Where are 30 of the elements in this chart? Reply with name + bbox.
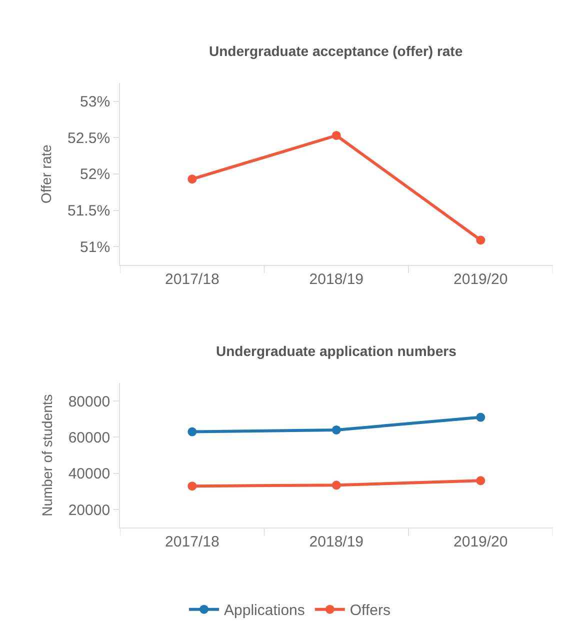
y-tick-label: 51% xyxy=(80,238,110,256)
x-tick-label: 2017/18 xyxy=(165,270,220,288)
y-tick-label: 40000 xyxy=(68,466,110,483)
x-tick-label: 2018/19 xyxy=(309,534,364,551)
y-tick-label: 52% xyxy=(80,166,110,184)
point xyxy=(332,425,341,434)
y-axis-title: Number of students xyxy=(38,394,55,516)
point xyxy=(476,476,486,486)
legend-label: Applications xyxy=(224,602,305,620)
point xyxy=(188,427,197,436)
point xyxy=(188,174,197,184)
y-tick-label: 51.5% xyxy=(68,202,110,220)
y-tick-label: 52.5% xyxy=(68,130,110,147)
y-tick-label: 20000 xyxy=(68,502,110,519)
chart-title: Undergraduate acceptance (offer) rate xyxy=(209,43,463,59)
point xyxy=(332,130,341,140)
legend-label: Offers xyxy=(350,602,390,620)
point xyxy=(476,236,486,245)
y-tick-label: 53% xyxy=(80,94,110,111)
x-tick-label: 2019/20 xyxy=(454,534,508,551)
point xyxy=(332,480,341,490)
y-tick-label: 80000 xyxy=(68,393,110,410)
x-tick-label: 2018/19 xyxy=(309,270,364,288)
point xyxy=(476,412,486,422)
x-tick-label: 2019/20 xyxy=(454,270,508,288)
x-tick-label: 2017/18 xyxy=(165,534,220,551)
y-tick-label: 60000 xyxy=(68,429,110,446)
point xyxy=(188,482,197,491)
chart-title: Undergraduate application numbers xyxy=(216,343,457,359)
y-axis-title: Offer rate xyxy=(38,144,54,204)
